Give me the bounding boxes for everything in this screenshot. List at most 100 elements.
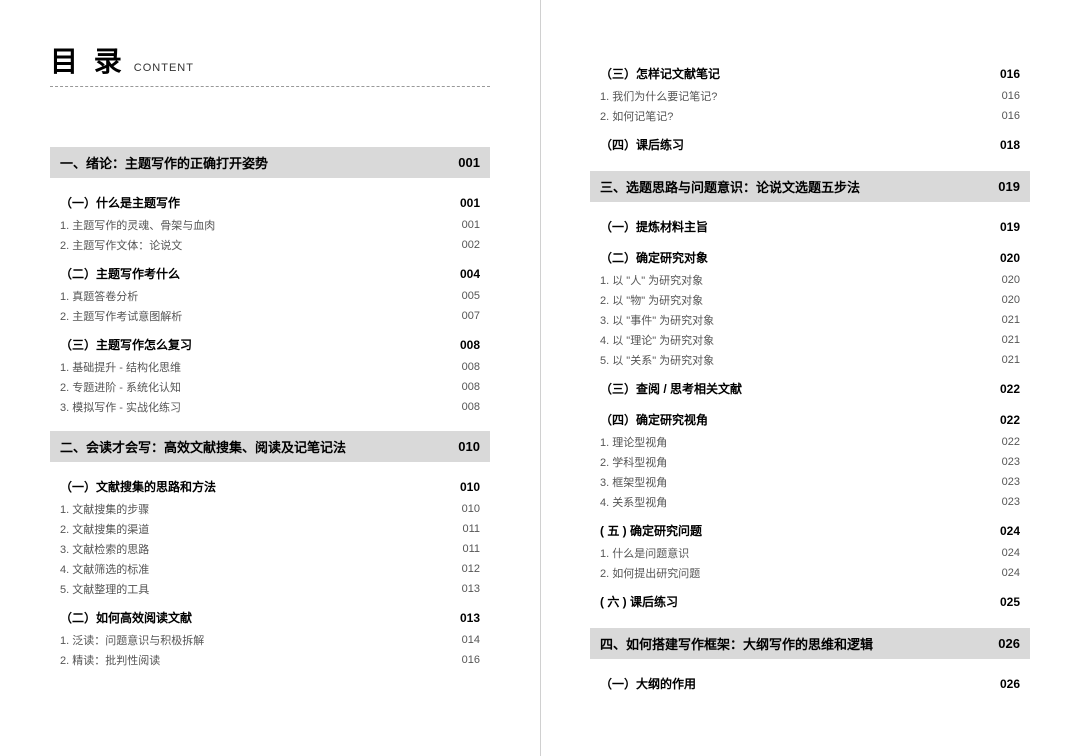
- section-title: （三）主题写作怎么复习: [60, 336, 192, 353]
- item-page: 008: [462, 361, 480, 373]
- item-page: 021: [1002, 334, 1020, 346]
- item-title: 3. 以 "事件" 为研究对象: [600, 312, 714, 328]
- item-title: 2. 如何提出研究问题: [600, 565, 700, 581]
- item-page: 008: [462, 381, 480, 393]
- item-title: 5. 以 "关系" 为研究对象: [600, 352, 714, 368]
- chapter-page: 019: [998, 179, 1020, 194]
- toc-item: 2. 学科型视角 023: [590, 452, 1030, 472]
- toc-item: 4. 文献筛选的标准 012: [50, 559, 490, 579]
- item-title: 3. 模拟写作 - 实战化练习: [60, 399, 181, 415]
- toc-section: ( 六 ) 课后练习 025: [590, 589, 1030, 614]
- item-page: 008: [462, 401, 480, 413]
- toc-item: 2. 专题进阶 - 系统化认知 008: [50, 377, 490, 397]
- toc-item: 1. 我们为什么要记笔记? 016: [590, 86, 1030, 106]
- left-page: 目 录 CONTENT 一、绪论：主题写作的正确打开姿势 001 （一）什么是主…: [0, 0, 540, 756]
- item-page: 020: [1002, 274, 1020, 286]
- section-page: 024: [1000, 524, 1020, 538]
- toc-chapter: 一、绪论：主题写作的正确打开姿势 001: [50, 147, 490, 178]
- section-title: （一）大纲的作用: [600, 675, 696, 692]
- section-page: 026: [1000, 677, 1020, 691]
- toc-item: 3. 文献检索的思路 011: [50, 539, 490, 559]
- item-page: 012: [462, 563, 480, 575]
- item-title: 1. 基础提升 - 结构化思维: [60, 359, 181, 375]
- item-title: 2. 以 "物" 为研究对象: [600, 292, 703, 308]
- section-page: 008: [460, 338, 480, 352]
- item-page: 001: [462, 219, 480, 231]
- chapter-title: 二、会读才会写：高效文献搜集、阅读及记笔记法: [60, 437, 346, 456]
- toc-item: 2. 如何记笔记? 016: [590, 106, 1030, 126]
- item-title: 1. 泛读：问题意识与积极拆解: [60, 632, 204, 648]
- toc-chapter: 二、会读才会写：高效文献搜集、阅读及记笔记法 010: [50, 431, 490, 462]
- toc-chapter: 三、选题思路与问题意识：论说文选题五步法 019: [590, 171, 1030, 202]
- item-page: 020: [1002, 294, 1020, 306]
- chapter-title: 三、选题思路与问题意识：论说文选题五步法: [600, 177, 860, 196]
- section-title: （三）查阅 / 思考相关文献: [600, 380, 742, 397]
- item-page: 007: [462, 310, 480, 322]
- right-content: （三）怎样记文献笔记 016 1. 我们为什么要记笔记? 016 2. 如何记笔…: [590, 61, 1030, 696]
- toc-item: 1. 文献搜集的步骤 010: [50, 499, 490, 519]
- toc-item: 3. 框架型视角 023: [590, 472, 1030, 492]
- item-title: 2. 主题写作考试意图解析: [60, 308, 182, 324]
- item-title: 1. 我们为什么要记笔记?: [600, 88, 717, 104]
- item-page: 010: [462, 503, 480, 515]
- toc-section: （二）确定研究对象 020: [590, 245, 1030, 270]
- item-page: 024: [1002, 567, 1020, 579]
- toc-item: 2. 文献搜集的渠道 011: [50, 519, 490, 539]
- chapter-page: 026: [998, 636, 1020, 651]
- section-page: 025: [1000, 595, 1020, 609]
- section-title: （四）确定研究视角: [600, 411, 708, 428]
- toc-section: （三）查阅 / 思考相关文献 022: [590, 376, 1030, 401]
- section-page: 020: [1000, 251, 1020, 265]
- item-page: 024: [1002, 547, 1020, 559]
- toc-title-sub: CONTENT: [134, 62, 194, 74]
- toc-item: 4. 关系型视角 023: [590, 492, 1030, 512]
- toc-item: 2. 如何提出研究问题 024: [590, 563, 1030, 583]
- toc-title-main: 目 录: [50, 40, 126, 80]
- toc-item: 1. 基础提升 - 结构化思维 008: [50, 357, 490, 377]
- toc-item: 5. 以 "关系" 为研究对象 021: [590, 350, 1030, 370]
- section-title: （一）什么是主题写作: [60, 194, 180, 211]
- item-title: 1. 什么是问题意识: [600, 545, 689, 561]
- item-page: 002: [462, 239, 480, 251]
- toc-item: 2. 精读：批判性阅读 016: [50, 650, 490, 670]
- section-title: （二）如何高效阅读文献: [60, 609, 192, 626]
- item-title: 2. 学科型视角: [600, 454, 667, 470]
- item-title: 4. 文献筛选的标准: [60, 561, 149, 577]
- toc-item: 1. 什么是问题意识 024: [590, 543, 1030, 563]
- section-page: 010: [460, 480, 480, 494]
- item-title: 2. 专题进阶 - 系统化认知: [60, 379, 181, 395]
- toc-chapter: 四、如何搭建写作框架：大纲写作的思维和逻辑 026: [590, 628, 1030, 659]
- item-title: 4. 以 "理论" 为研究对象: [600, 332, 714, 348]
- item-page: 014: [462, 634, 480, 646]
- toc-section: （四）课后练习 018: [590, 132, 1030, 157]
- item-title: 2. 如何记笔记?: [600, 108, 673, 124]
- item-page: 023: [1002, 476, 1020, 488]
- toc-section: （四）确定研究视角 022: [590, 407, 1030, 432]
- chapter-title: 一、绪论：主题写作的正确打开姿势: [60, 153, 268, 172]
- section-title: （四）课后练习: [600, 136, 684, 153]
- item-page: 013: [462, 583, 480, 595]
- chapter-page: 001: [458, 155, 480, 170]
- section-page: 013: [460, 611, 480, 625]
- item-page: 023: [1002, 456, 1020, 468]
- chapter-page: 010: [458, 439, 480, 454]
- section-title: （一）提炼材料主旨: [600, 218, 708, 235]
- section-title: （一）文献搜集的思路和方法: [60, 478, 216, 495]
- toc-section: （一）文献搜集的思路和方法 010: [50, 474, 490, 499]
- section-title: ( 五 ) 确定研究问题: [600, 522, 702, 539]
- section-page: 022: [1000, 413, 1020, 427]
- toc-item: 1. 泛读：问题意识与积极拆解 014: [50, 630, 490, 650]
- section-page: 016: [1000, 67, 1020, 81]
- toc-item: 2. 主题写作文体：论说文 002: [50, 235, 490, 255]
- toc-item: 2. 主题写作考试意图解析 007: [50, 306, 490, 326]
- item-page: 022: [1002, 436, 1020, 448]
- item-title: 2. 主题写作文体：论说文: [60, 237, 182, 253]
- item-page: 021: [1002, 354, 1020, 366]
- item-title: 3. 框架型视角: [600, 474, 667, 490]
- toc-item: 4. 以 "理论" 为研究对象 021: [590, 330, 1030, 350]
- item-title: 5. 文献整理的工具: [60, 581, 149, 597]
- item-title: 1. 以 "人" 为研究对象: [600, 272, 703, 288]
- item-title: 4. 关系型视角: [600, 494, 667, 510]
- toc-section: （三）怎样记文献笔记 016: [590, 61, 1030, 86]
- item-page: 016: [462, 654, 480, 666]
